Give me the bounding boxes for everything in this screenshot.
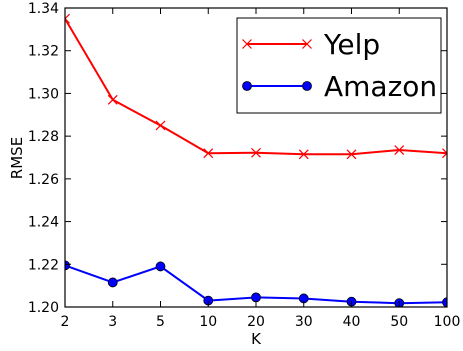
data-point-yelp-10-stroke-b [203, 148, 214, 159]
legend-box [236, 17, 442, 114]
data-point-yelp-50 [394, 145, 405, 155]
legend-marker-start-amazon [242, 81, 252, 91]
y-tick-label-1.24: 1.24 [28, 215, 59, 231]
data-point-amazon-100 [442, 297, 447, 307]
legend-label-yelp: Yelp [323, 28, 380, 61]
x-tick-label-100: 100 [434, 314, 461, 330]
data-point-yelp-3-stroke-b [107, 94, 118, 105]
data-point-amazon-3 [107, 277, 118, 288]
data-point-yelp-50-stroke-b [394, 145, 405, 155]
legend-marker-end-yelp [302, 39, 312, 49]
x-tick-label-10: 10 [199, 314, 217, 330]
legend-marker-end-amazon [302, 81, 312, 91]
y-axis-label: RMSE [8, 137, 26, 179]
data-point-amazon-20 [251, 292, 261, 303]
x-tick-label-20: 20 [247, 314, 265, 330]
x-tick-label-3: 3 [108, 314, 117, 330]
x-axis-label: K [251, 330, 262, 347]
legend-marker-start-yelp-stroke-b [242, 39, 252, 49]
y-tick-label-1.30: 1.30 [28, 86, 59, 102]
data-point-yelp-40-stroke-b [346, 149, 357, 160]
data-point-yelp-100 [442, 148, 447, 159]
data-point-yelp-20 [251, 147, 261, 158]
x-tick-label-30: 30 [295, 314, 313, 330]
data-point-yelp-30-stroke-b [298, 149, 309, 160]
x-tick-label-50: 50 [390, 314, 408, 330]
data-point-yelp-100-stroke-b [442, 152, 447, 159]
data-point-yelp-5-stroke-b [155, 120, 166, 131]
y-tick-label-1.28: 1.28 [28, 129, 59, 145]
data-point-yelp-20-stroke-b [251, 147, 261, 158]
data-point-yelp-10 [203, 148, 214, 159]
y-tick-label-1.32: 1.32 [28, 44, 59, 60]
legend-label-amazon: Amazon [324, 70, 437, 103]
data-point-yelp-100-stroke-a [442, 148, 447, 155]
data-point-yelp-2-stroke-b [65, 13, 70, 20]
data-point-yelp-2-stroke-a [65, 17, 70, 24]
legend-marker-start-yelp [242, 39, 252, 49]
y-tick-label-1.20: 1.20 [28, 300, 59, 316]
y-tick-label-1.22: 1.22 [28, 257, 59, 273]
y-tick-label-1.26: 1.26 [28, 172, 59, 188]
legend-marker-end-yelp-stroke-b [302, 39, 312, 49]
x-tick-label-5: 5 [156, 314, 165, 330]
data-point-amazon-2 [65, 260, 70, 271]
data-point-yelp-3 [107, 94, 118, 105]
data-point-amazon-5 [155, 261, 166, 272]
y-tick-label-1.34: 1.34 [28, 1, 59, 17]
data-point-yelp-5 [155, 120, 166, 131]
x-tick-label-2: 2 [61, 314, 70, 330]
data-point-yelp-2 [65, 13, 70, 24]
data-point-yelp-40 [346, 149, 357, 160]
x-tick-label-40: 40 [343, 314, 361, 330]
legend: Yelp Amazon [236, 17, 442, 114]
data-point-yelp-30 [298, 149, 309, 160]
